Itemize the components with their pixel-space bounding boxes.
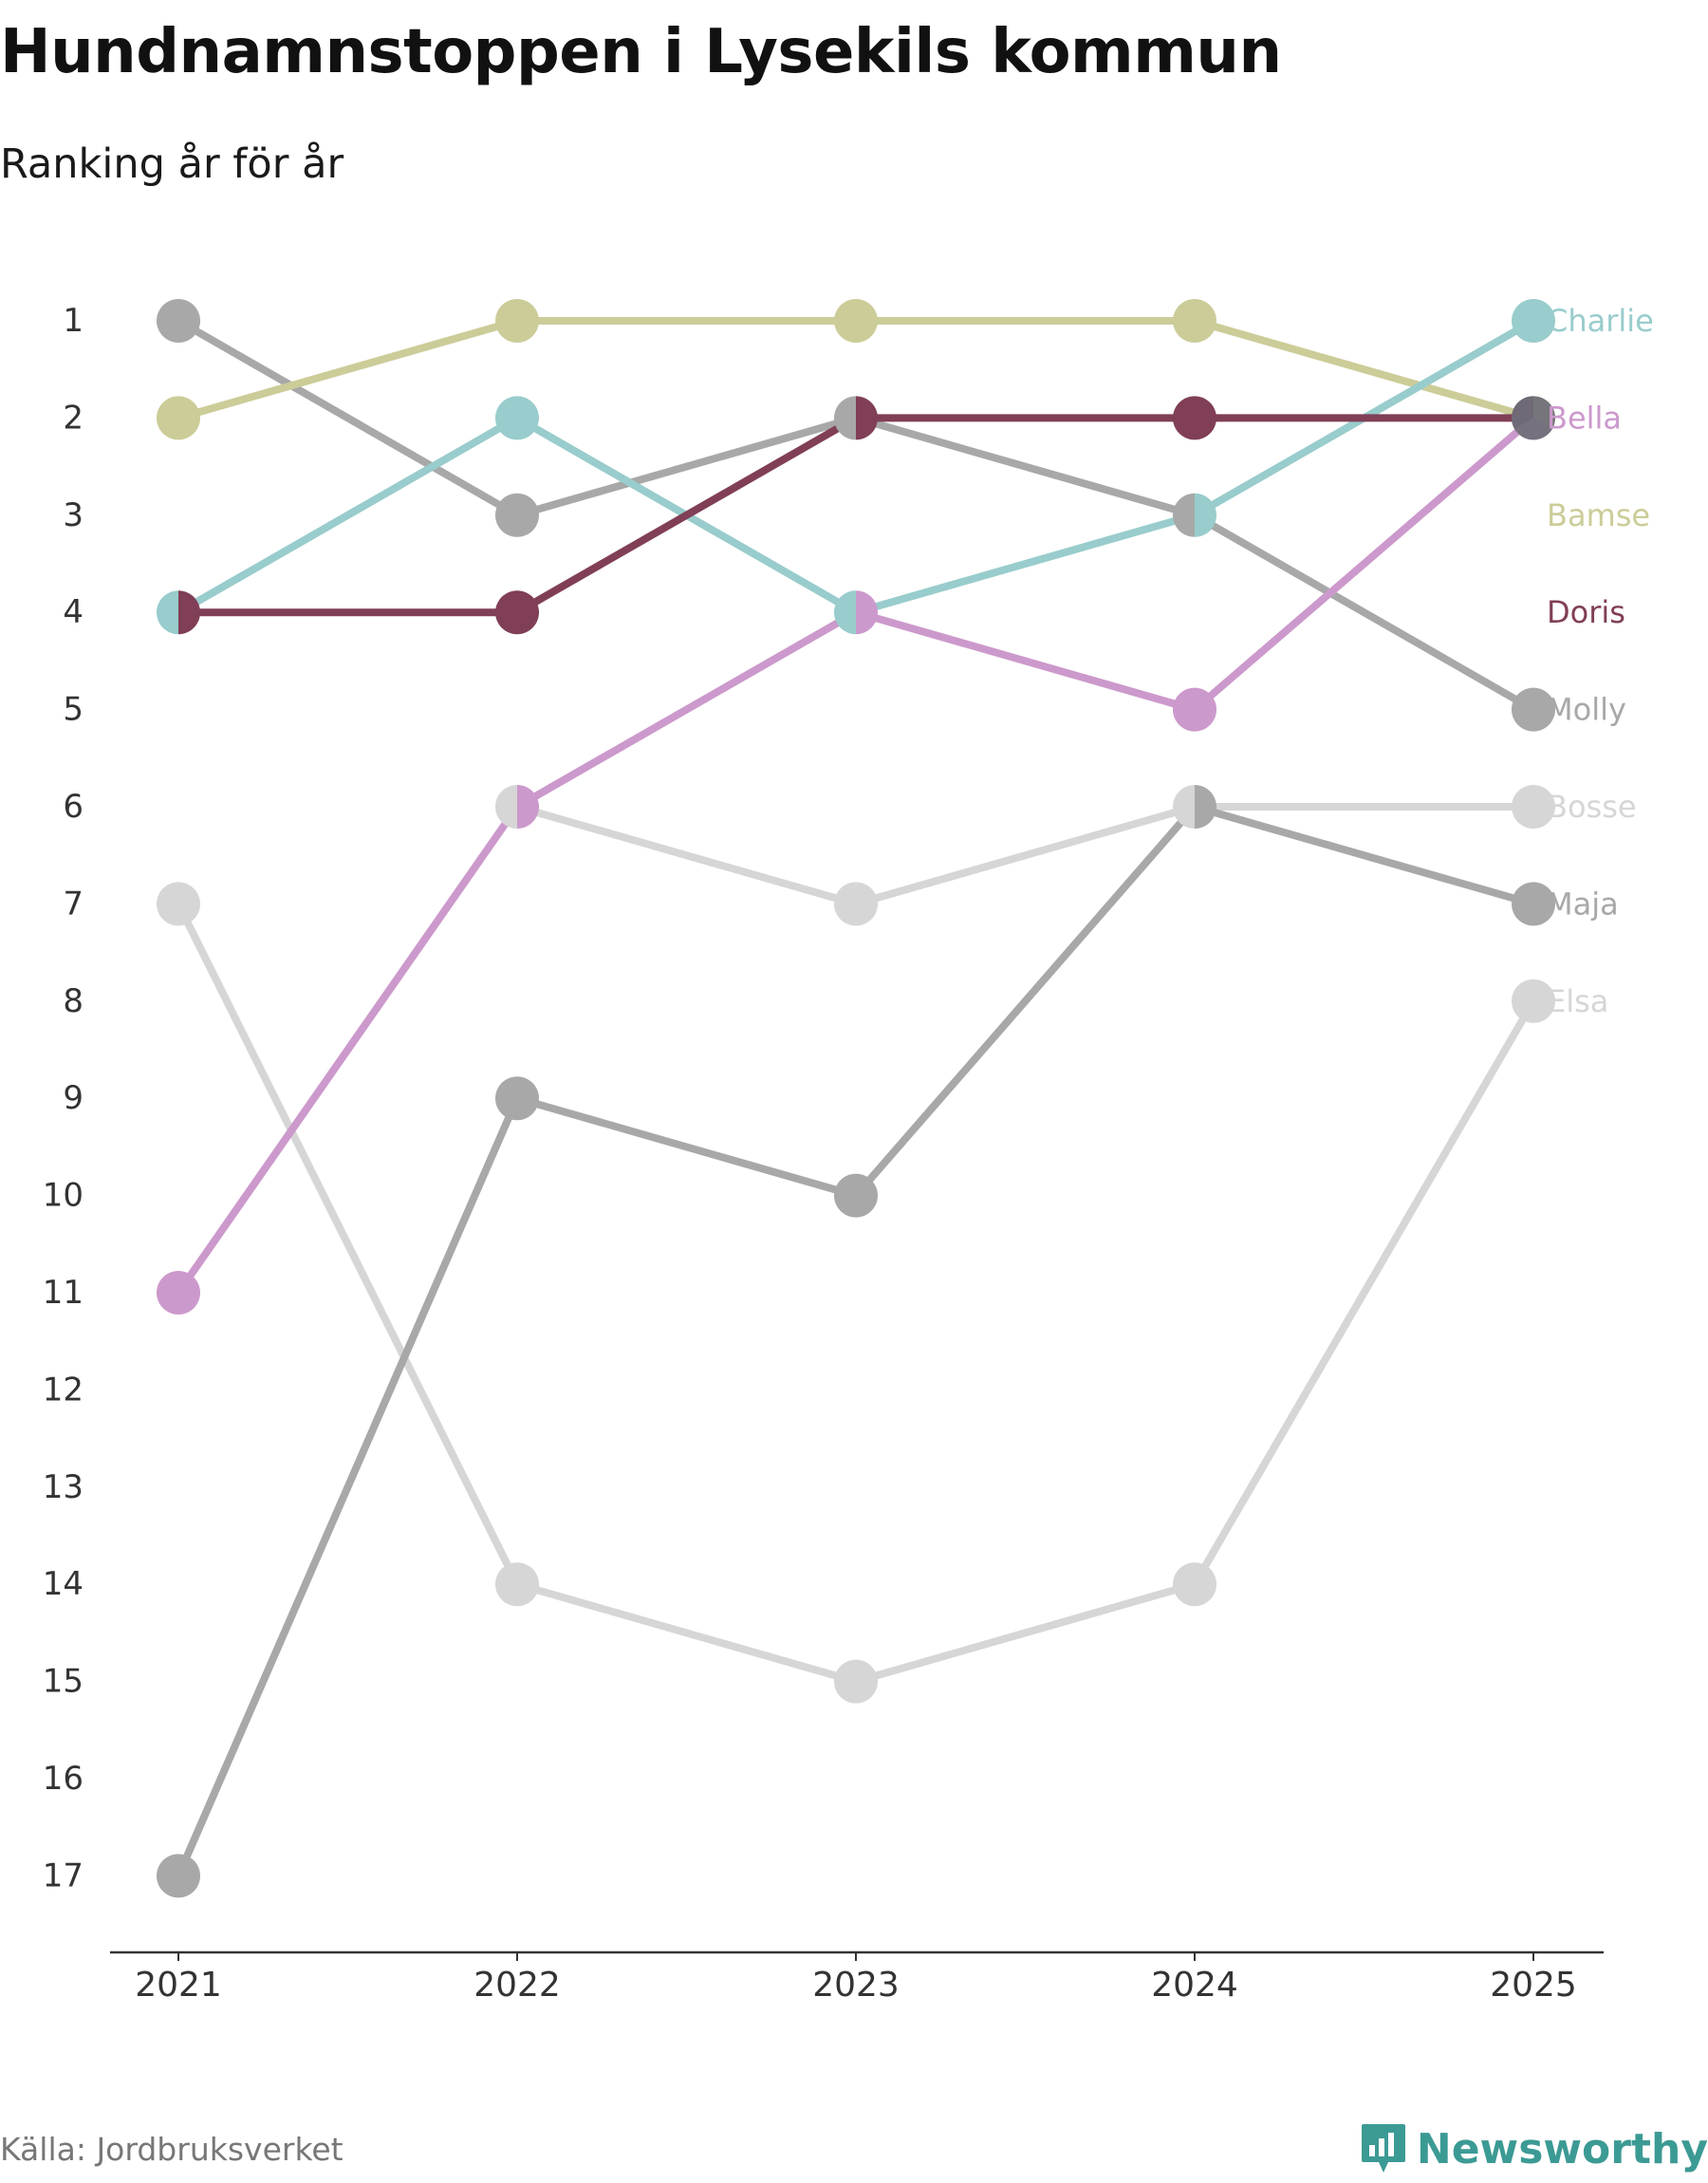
y-tick-label: 5 [63, 691, 84, 729]
chart-title: Hundnamnstoppen i Lysekils kommun [0, 17, 1282, 87]
y-tick-label: 16 [43, 1760, 84, 1798]
y-tick-label: 17 [43, 1856, 84, 1894]
legend-label-elsa: Elsa [1547, 983, 1608, 1019]
data-point-charlie [1512, 299, 1555, 343]
y-tick-label: 3 [63, 496, 84, 534]
source-note: Källa: Jordbruksverket [0, 2131, 343, 2168]
y-tick-label: 15 [43, 1663, 84, 1701]
y-tick-label: 4 [63, 593, 84, 631]
data-point-elsa [1173, 1562, 1216, 1607]
chart-subtitle: Ranking år för år [0, 140, 344, 188]
x-axis: 2021 2022 2023 2024 2025 [110, 1950, 1604, 2005]
data-point-molly [157, 299, 200, 343]
y-tick-label: 14 [43, 1565, 84, 1603]
y-tick-label: 1 [63, 302, 84, 340]
brand-name: Newsworthy [1416, 2124, 1708, 2174]
data-point-maja [1512, 882, 1555, 926]
data-point-bosse [495, 785, 517, 829]
y-tick-label: 6 [63, 788, 84, 826]
data-point-elsa [1512, 979, 1555, 1023]
bar-chart-icon [1361, 2124, 1405, 2173]
x-tick-label: 2025 [1490, 1966, 1577, 2005]
legend-label-maja: Maja [1547, 886, 1619, 922]
data-point-molly [834, 396, 857, 440]
data-point-elsa [495, 1562, 539, 1607]
data-point-bosse [1512, 785, 1555, 829]
x-tick-label: 2021 [135, 1966, 222, 2005]
series-line-doris [175, 414, 1537, 617]
legend-label-bosse: Bosse [1547, 789, 1637, 825]
data-point-bosse [1173, 785, 1195, 829]
series-line-molly [175, 317, 1537, 714]
y-tick-label: 8 [63, 982, 84, 1020]
data-point-charlie [495, 396, 539, 440]
y-tick-label: 7 [63, 885, 84, 923]
series-line-elsa [175, 900, 1537, 1686]
y-tick-label: 11 [43, 1274, 84, 1312]
series-line-bosse [513, 803, 1537, 908]
x-tick-label: 2024 [1151, 1966, 1238, 2005]
y-tick-label: 13 [43, 1468, 84, 1506]
x-tick-label: 2022 [473, 1966, 561, 2005]
data-point-overlap [1512, 396, 1555, 440]
data-point-bamse [834, 299, 878, 343]
data-point-bella [157, 1271, 200, 1315]
series-lines [175, 317, 1537, 1880]
series-line-bella [175, 414, 1537, 1297]
series-line-maja [175, 803, 1537, 1880]
data-point-bamse [157, 396, 200, 440]
data-point-doris [178, 590, 200, 635]
y-tick-label: 9 [63, 1079, 84, 1117]
legend-label-doris: Doris [1547, 594, 1625, 630]
data-point-doris [1173, 396, 1216, 440]
series-points [157, 299, 1555, 1898]
legend-label-bella: Bella [1547, 400, 1622, 436]
data-point-bamse [495, 299, 539, 343]
legend-label-charlie: Charlie [1547, 303, 1654, 339]
data-point-charlie [1195, 493, 1216, 537]
data-point-bella [856, 590, 878, 635]
data-point-charlie [834, 590, 856, 635]
data-point-bella [517, 785, 539, 829]
data-point-elsa [834, 1659, 878, 1704]
data-point-molly [1173, 493, 1195, 537]
y-tick-label: 2 [63, 399, 84, 437]
data-point-molly [495, 493, 539, 537]
data-point-elsa [157, 882, 200, 926]
legend-label-molly: Molly [1547, 692, 1626, 728]
y-tick-label: 12 [43, 1371, 84, 1409]
y-tick-label: 10 [43, 1177, 84, 1215]
data-point-doris [495, 590, 539, 635]
data-point-doris [856, 396, 878, 440]
data-point-maja [157, 1854, 200, 1898]
legend: Charlie Bella Bamse Doris Molly Bosse Maja Elsa [1547, 303, 1654, 1019]
x-tick-label: 2023 [812, 1966, 900, 2005]
data-point-charlie [157, 590, 178, 635]
data-point-bosse [834, 882, 878, 926]
data-point-bamse [1173, 299, 1216, 343]
series-line-charlie [175, 317, 1537, 617]
data-point-maja [1195, 785, 1216, 829]
data-point-maja [834, 1173, 878, 1218]
legend-label-bamse: Bamse [1547, 497, 1650, 533]
data-point-bella [1173, 687, 1216, 732]
data-point-maja [495, 1076, 539, 1121]
brand-logo: Newsworthy [1360, 2122, 1708, 2175]
data-point-molly [1512, 687, 1555, 732]
